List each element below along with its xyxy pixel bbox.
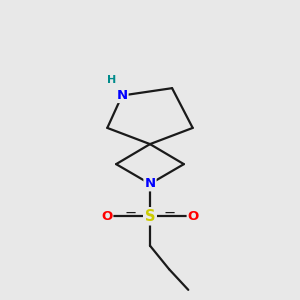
Text: N: N: [116, 89, 128, 102]
Text: H: H: [107, 75, 116, 85]
Text: S: S: [145, 209, 155, 224]
Text: =: =: [124, 207, 136, 222]
Text: =: =: [164, 207, 176, 222]
Text: N: N: [144, 177, 156, 190]
Text: O: O: [188, 210, 199, 223]
Text: O: O: [101, 210, 112, 223]
